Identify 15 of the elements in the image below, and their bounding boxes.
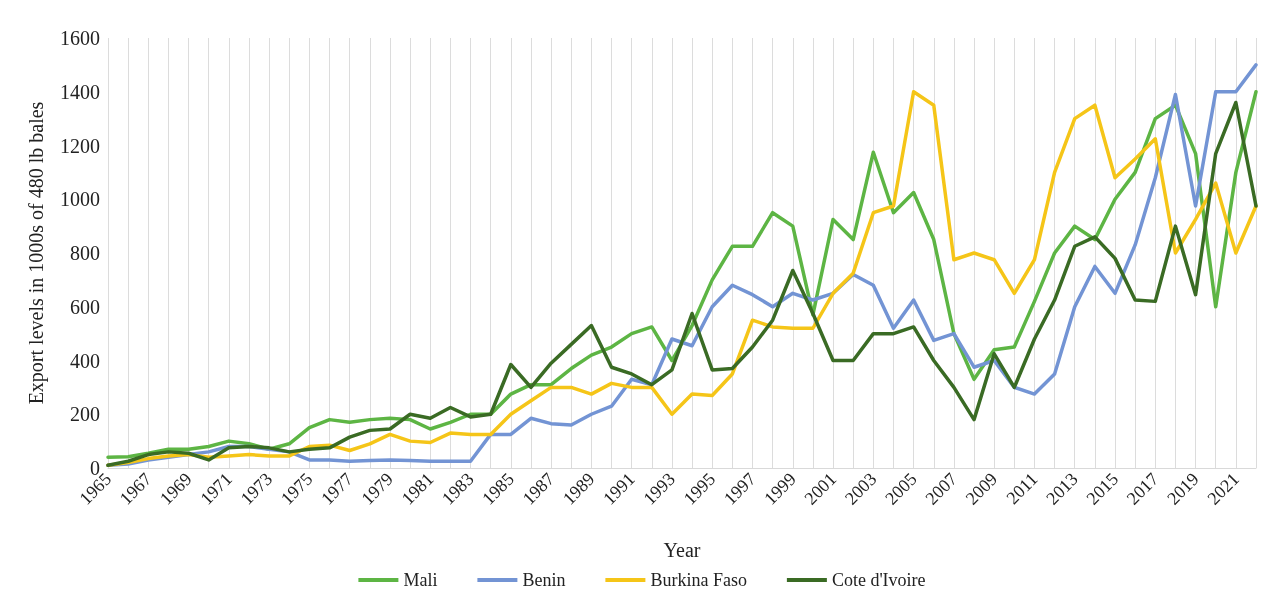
y-tick-label: 400 — [70, 349, 100, 372]
y-tick-label: 1400 — [60, 80, 100, 103]
y-axis-title: Export levels in 1000s of 480 lb bales — [25, 101, 48, 405]
legend-label: Burkina Faso — [650, 570, 747, 590]
legend-label: Mali — [403, 570, 438, 590]
legend-label: Cote d'Ivoire — [831, 570, 926, 590]
legend-label: Benin — [522, 570, 566, 590]
y-tick-label: 200 — [70, 403, 100, 426]
y-tick-label: 600 — [70, 295, 100, 318]
y-tick-label: 1200 — [60, 134, 100, 157]
y-tick-label: 0 — [90, 457, 100, 479]
y-tick-label: 1600 — [60, 27, 100, 49]
y-tick-label: 800 — [70, 242, 100, 264]
x-axis-title: Year — [663, 539, 701, 561]
y-tick-label: 1000 — [60, 188, 100, 211]
